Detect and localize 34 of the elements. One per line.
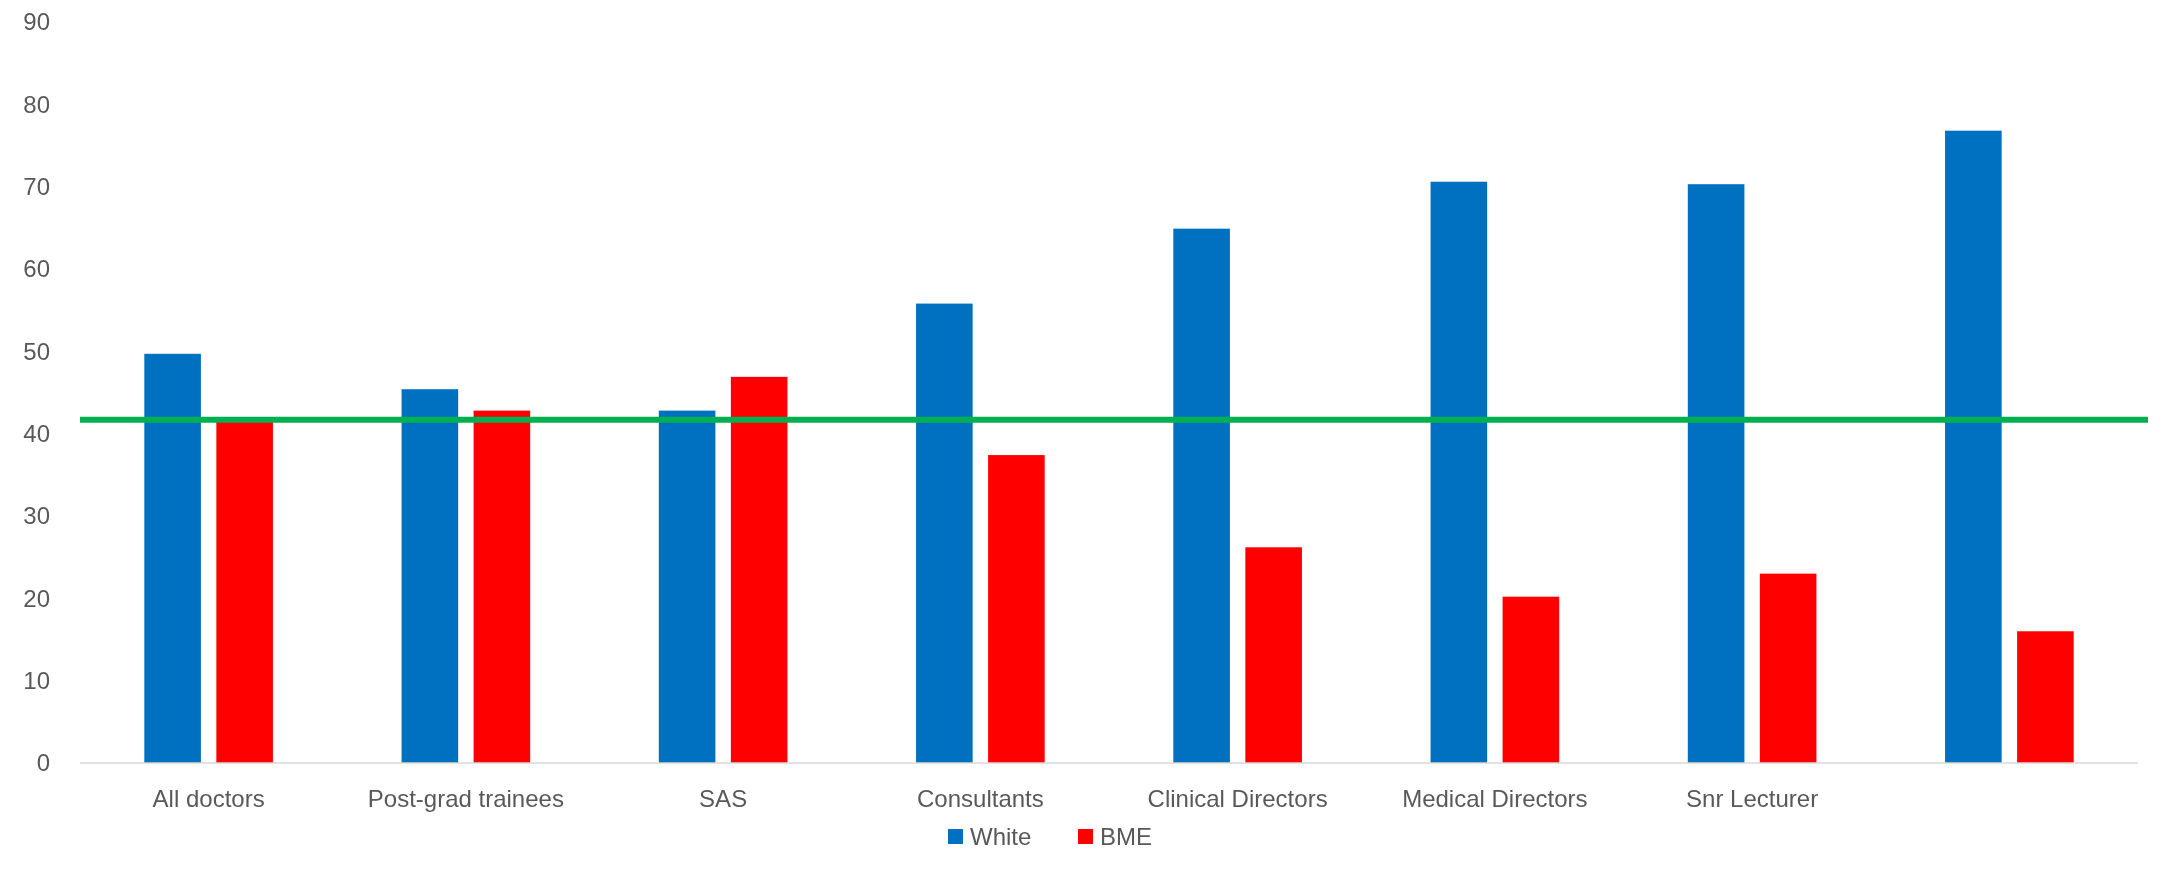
y-tick-label: 90: [23, 8, 50, 36]
bar: [1173, 228, 1230, 763]
bar: [144, 353, 201, 763]
bar: [2017, 631, 2074, 763]
y-tick-label: 50: [23, 337, 50, 365]
bar: [1945, 130, 2002, 763]
legend-label: BME: [1100, 823, 1153, 851]
bar: [658, 410, 716, 763]
y-tick-label: 20: [23, 584, 50, 612]
y-tick-label: 0: [36, 749, 50, 777]
x-tick-label: Post-grad trainees: [367, 785, 564, 812]
bar: [1430, 181, 1488, 763]
bar: [1502, 596, 1560, 763]
x-tick-label: Snr Lecturer: [1686, 785, 1819, 812]
y-tick-label: 80: [23, 90, 50, 118]
bar: [473, 410, 531, 763]
y-tick-label: 10: [23, 667, 50, 695]
bar: [988, 455, 1045, 763]
y-tick-label: 30: [23, 502, 50, 530]
x-tick-label: SAS: [699, 785, 748, 812]
bar: [401, 389, 459, 763]
y-tick-label: 60: [23, 255, 50, 283]
x-tick-label: Medical Directors: [1402, 785, 1588, 812]
bar: [916, 303, 973, 763]
bar: [1687, 184, 1745, 763]
bar: [1245, 547, 1302, 763]
legend-label: White: [970, 823, 1032, 851]
x-tick-label: Clinical Directors: [1147, 785, 1328, 812]
bar: [1759, 573, 1817, 763]
x-tick-label: All doctors: [152, 785, 265, 812]
bar: [730, 376, 788, 763]
y-tick-label: 70: [23, 173, 50, 201]
y-tick-label: 40: [23, 420, 50, 448]
x-tick-label: Consultants: [917, 785, 1044, 812]
